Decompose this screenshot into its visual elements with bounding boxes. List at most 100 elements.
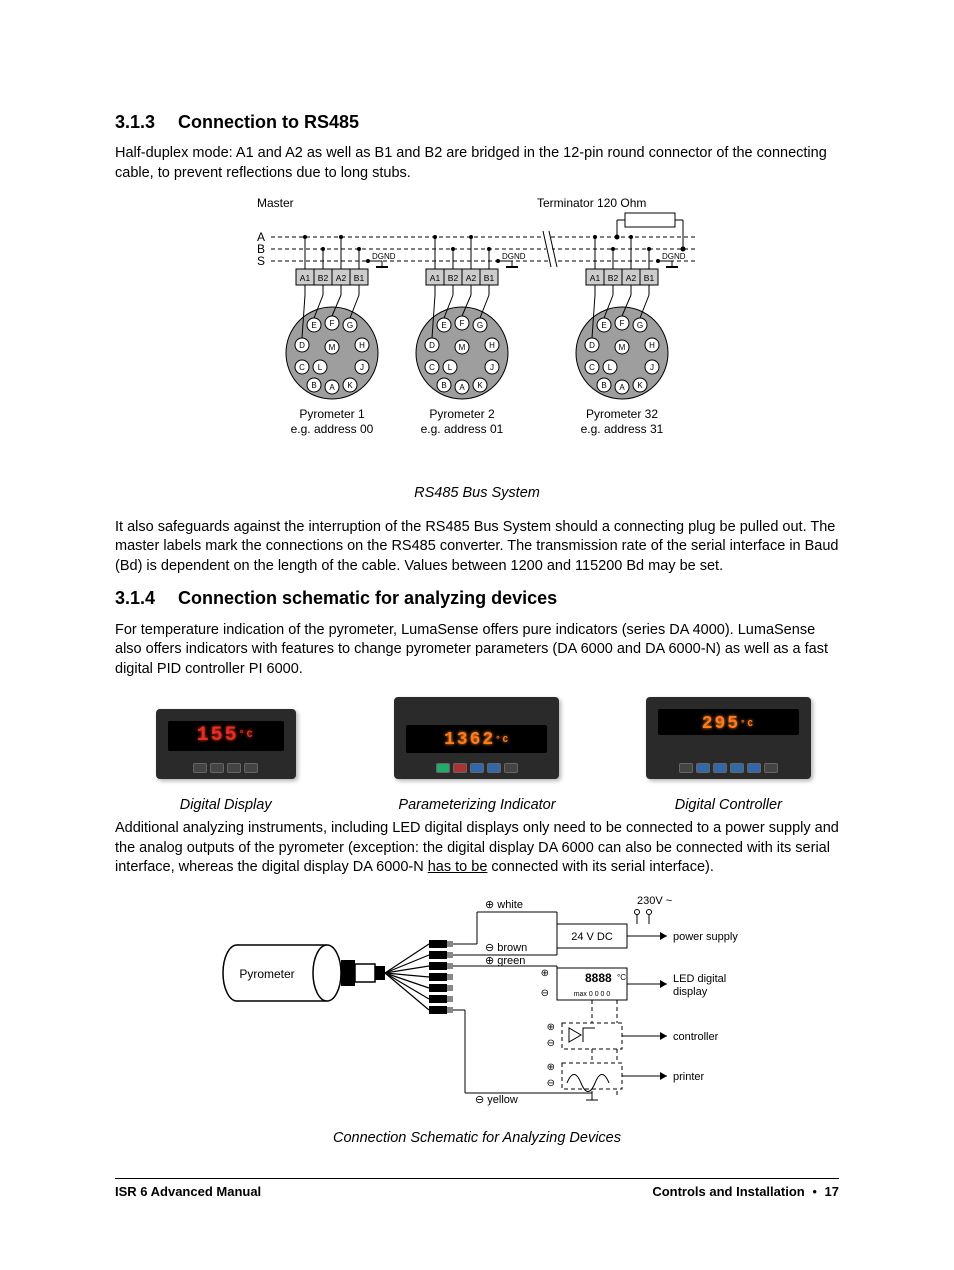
footer-page-number: 17 [825, 1184, 839, 1199]
device-buttons [168, 763, 284, 773]
svg-text:⊖ yellow: ⊖ yellow [475, 1094, 518, 1106]
svg-text:G: G [637, 321, 643, 330]
svg-text:⊖: ⊖ [547, 1078, 555, 1089]
svg-text:M: M [619, 343, 626, 352]
bullet-icon: • [808, 1184, 821, 1199]
device-row: 155°C Digital Display 1362°C Parameteriz… [115, 697, 839, 815]
device-box: 155°C [156, 709, 296, 779]
svg-text:J: J [490, 363, 494, 372]
svg-text:DGND: DGND [502, 252, 526, 261]
device-reading: 1362 [444, 730, 495, 750]
device-box: 1362°C [394, 697, 559, 779]
svg-text:230V ~: 230V ~ [637, 895, 672, 907]
footer-chapter: Controls and Installation [652, 1184, 804, 1199]
svg-text:L: L [318, 363, 323, 372]
svg-text:power supply: power supply [673, 931, 738, 943]
svg-text:B2: B2 [318, 273, 329, 283]
svg-text:A1: A1 [430, 273, 441, 283]
svg-text:24 V DC: 24 V DC [571, 931, 613, 943]
svg-text:A2: A2 [626, 273, 637, 283]
svg-text:e.g. address 01: e.g. address 01 [421, 422, 504, 436]
svg-text:B1: B1 [484, 273, 495, 283]
svg-text:Pyrometer 32: Pyrometer 32 [586, 407, 658, 421]
device-digital-controller: 295°C Digital Controller [618, 697, 839, 815]
svg-text:E: E [311, 321, 316, 330]
svg-text:G: G [347, 321, 353, 330]
device-caption: Parameterizing Indicator [366, 796, 587, 816]
svg-text:e.g. address 31: e.g. address 31 [581, 422, 664, 436]
svg-text:B: B [311, 381, 316, 390]
section-title: Connection schematic for analyzing devic… [178, 588, 557, 608]
svg-text:A1: A1 [590, 273, 601, 283]
section-heading-313: 3.1.3 Connection to RS485 [115, 110, 839, 134]
device-caption: Digital Controller [618, 796, 839, 816]
para-text: connected with its serial interface). [487, 859, 713, 875]
device-screen: 155°C [168, 721, 284, 751]
svg-text:K: K [347, 381, 353, 390]
section-title: Connection to RS485 [178, 112, 359, 132]
device-unit: °C [239, 730, 255, 741]
footer-left: ISR 6 Advanced Manual [115, 1183, 261, 1201]
svg-text:C: C [589, 363, 595, 372]
svg-text:B1: B1 [354, 273, 365, 283]
svg-text:controller: controller [673, 1031, 719, 1043]
svg-text:F: F [460, 319, 465, 328]
device-screen: 295°C [658, 709, 799, 735]
paragraph: Additional analyzing instruments, includ… [115, 819, 839, 878]
svg-text:L: L [608, 363, 613, 372]
svg-text:J: J [650, 363, 654, 372]
svg-text:B: B [441, 381, 446, 390]
svg-text:DGND: DGND [372, 252, 396, 261]
svg-text:e.g. address 00: e.g. address 00 [291, 422, 374, 436]
section-number: 3.1.3 [115, 110, 173, 134]
svg-text:printer: printer [673, 1071, 705, 1083]
svg-text:max 0 0 0 0: max 0 0 0 0 [574, 991, 611, 998]
connection-schematic: Pyrometer⊕ white⊖ brown⊕ green⊖ yellow23… [197, 888, 757, 1118]
svg-text:M: M [459, 343, 466, 352]
device-caption: Digital Display [115, 796, 336, 816]
section-number: 3.1.4 [115, 586, 173, 610]
svg-text:⊕: ⊕ [541, 968, 549, 979]
figure-caption: RS485 Bus System [115, 484, 839, 504]
device-reading: 155 [197, 724, 239, 747]
svg-text:S: S [257, 254, 265, 268]
device-digital-display: 155°C Digital Display [115, 709, 336, 815]
figure-connection-schematic: Pyrometer⊕ white⊖ brown⊕ green⊖ yellow23… [115, 888, 839, 1125]
device-unit: °C [740, 719, 755, 729]
svg-text:D: D [589, 341, 595, 350]
svg-text:J: J [360, 363, 364, 372]
svg-text:M: M [329, 343, 336, 352]
svg-text:D: D [429, 341, 435, 350]
svg-text:B1: B1 [644, 273, 655, 283]
svg-text:A2: A2 [336, 273, 347, 283]
figure-rs485-bus: MasterTerminator 120 OhmABSA1B2A2B1DGNDE… [115, 193, 839, 480]
svg-text:⊕: ⊕ [547, 1022, 555, 1033]
svg-text:E: E [441, 321, 446, 330]
figure-caption: Connection Schematic for Analyzing Devic… [115, 1129, 839, 1149]
page-footer: ISR 6 Advanced Manual Controls and Insta… [115, 1183, 839, 1201]
svg-text:H: H [359, 341, 365, 350]
svg-text:display: display [673, 986, 708, 998]
svg-text:8888: 8888 [585, 971, 612, 985]
device-buttons [406, 763, 547, 773]
section-heading-314: 3.1.4 Connection schematic for analyzing… [115, 586, 839, 610]
svg-text:⊖ brown: ⊖ brown [485, 942, 527, 954]
svg-text:⊕ green: ⊕ green [485, 955, 525, 967]
svg-text:A2: A2 [466, 273, 477, 283]
svg-text:Pyrometer 2: Pyrometer 2 [429, 407, 495, 421]
svg-text:LED digital: LED digital [673, 973, 726, 985]
para-underline: has to be [428, 859, 488, 875]
svg-text:A1: A1 [300, 273, 311, 283]
svg-text:Pyrometer 1: Pyrometer 1 [299, 407, 365, 421]
svg-text:H: H [649, 341, 655, 350]
svg-text:A: A [329, 383, 335, 392]
device-buttons [658, 763, 799, 773]
rs485-diagram: MasterTerminator 120 OhmABSA1B2A2B1DGNDE… [237, 193, 717, 473]
footer-right: Controls and Installation • 17 [652, 1183, 839, 1201]
paragraph: For temperature indication of the pyrome… [115, 621, 839, 680]
svg-text:F: F [330, 319, 335, 328]
paragraph: Half-duplex mode: A1 and A2 as well as B… [115, 144, 839, 183]
device-parameterizing-indicator: 1362°C Parameterizing Indicator [366, 697, 587, 815]
svg-text:A: A [459, 383, 465, 392]
svg-text:H: H [489, 341, 495, 350]
